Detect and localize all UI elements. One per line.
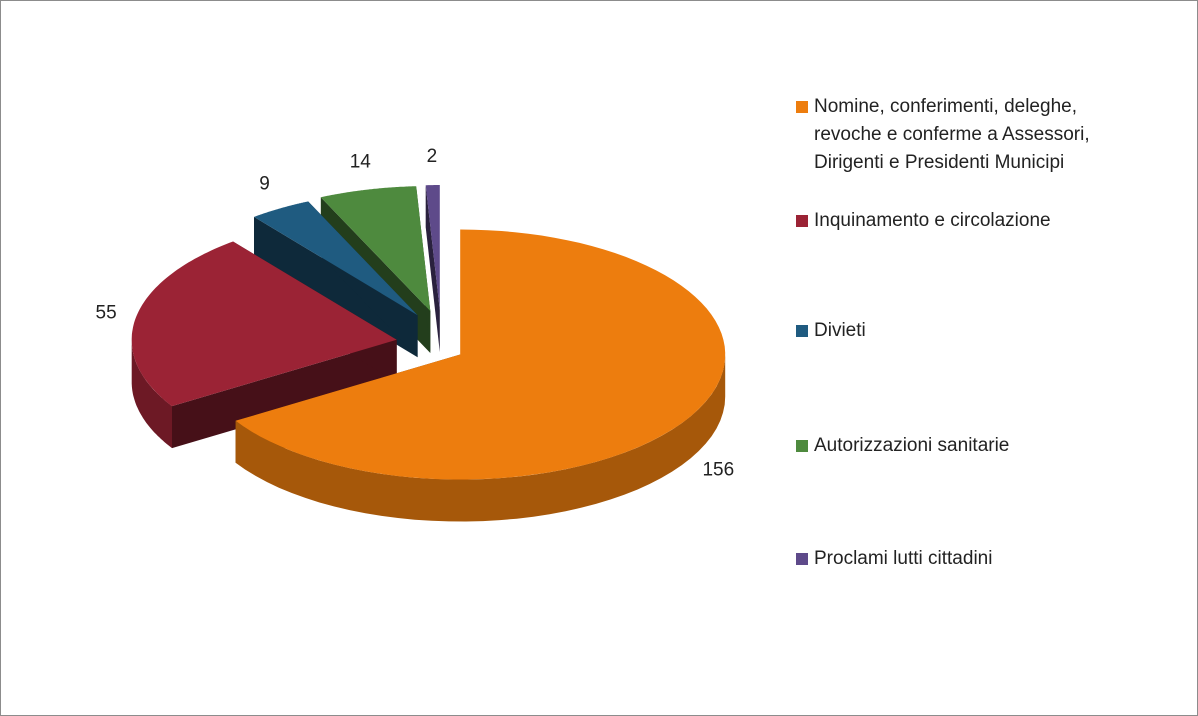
legend-label: Inquinamento e circolazione [814, 210, 1051, 231]
slice [131, 241, 397, 449]
legend-label: Nomine, conferimenti, deleghe, revoche e… [814, 96, 1090, 173]
legend-swatch [796, 215, 808, 227]
slice-side [425, 185, 440, 352]
slice-top [235, 229, 726, 480]
legend-label: Divieti [814, 320, 866, 341]
data-label: 55 [96, 303, 117, 324]
data-label: 156 [702, 460, 734, 481]
slice [254, 201, 418, 358]
legend-label: Autorizzazioni sanitarie [814, 435, 1010, 456]
legend-item: Divieti [796, 317, 1144, 345]
legend-item: Inquinamento e circolazione [796, 207, 1144, 235]
slice-top [131, 241, 397, 407]
slice-top [320, 186, 431, 311]
slice [235, 229, 726, 522]
slice-wall [131, 339, 172, 449]
legend-swatch [796, 101, 808, 113]
legend-swatch [796, 553, 808, 565]
legend-swatch [796, 440, 808, 452]
slice-top [254, 201, 418, 316]
legend-item: Nomine, conferimenti, deleghe, revoche e… [796, 93, 1144, 177]
slice-wall [235, 354, 726, 522]
legend-swatch [796, 325, 808, 337]
data-label: 14 [350, 151, 372, 172]
slice [425, 185, 440, 352]
legend-item: Proclami lutti cittadini [796, 545, 1144, 573]
slice-side [172, 339, 397, 449]
data-label: 9 [259, 174, 270, 195]
slice-side [254, 216, 418, 358]
data-label: 2 [427, 146, 438, 167]
slice-top [425, 185, 440, 310]
legend-label: Proclami lutti cittadini [814, 548, 993, 569]
legend-item: Autorizzazioni sanitarie [796, 432, 1144, 460]
